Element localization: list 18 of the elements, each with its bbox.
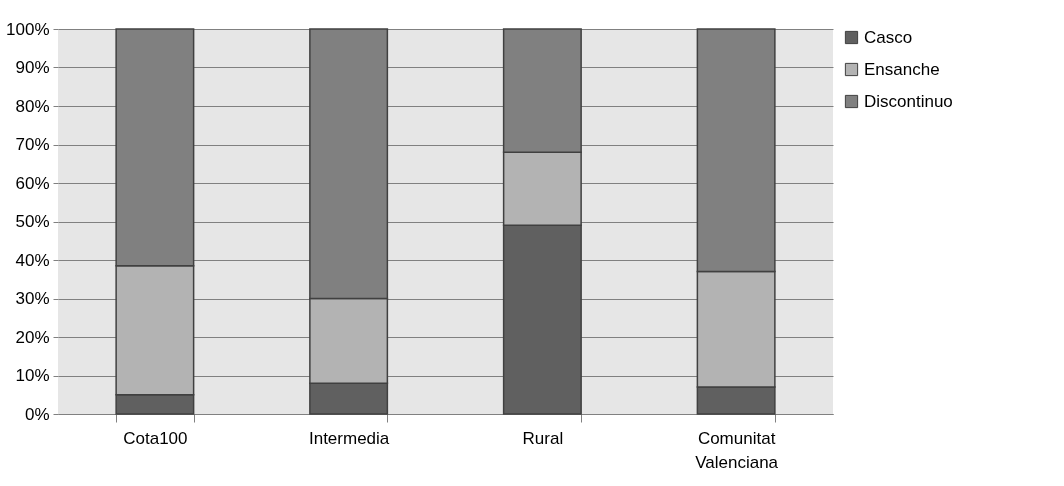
y-tick-label: 60%	[15, 173, 50, 193]
legend-label: Casco	[864, 27, 913, 47]
legend-label: Discontinuo	[864, 91, 953, 111]
legend-label: Ensanche	[864, 59, 940, 79]
y-tick-label: 10%	[15, 366, 50, 385]
x-tick-label: Intermedia	[308, 428, 390, 448]
x-tick-label: Cota100	[123, 428, 188, 448]
y-tick-label: 20%	[15, 327, 50, 347]
y-tick-label: 30%	[15, 289, 50, 308]
y-tick-label: 50%	[15, 212, 50, 231]
y-tick-label: 100%	[6, 19, 50, 39]
x-tick-label: Comunitat Valenciana	[695, 428, 779, 472]
y-tick-label: 80%	[15, 96, 50, 116]
y-tick-label: 90%	[15, 58, 50, 77]
y-tick-label: 40%	[15, 250, 50, 270]
y-tick-label: 70%	[15, 135, 50, 154]
y-tick-label: 0%	[24, 404, 50, 424]
x-tick-label: Rural	[522, 428, 564, 448]
